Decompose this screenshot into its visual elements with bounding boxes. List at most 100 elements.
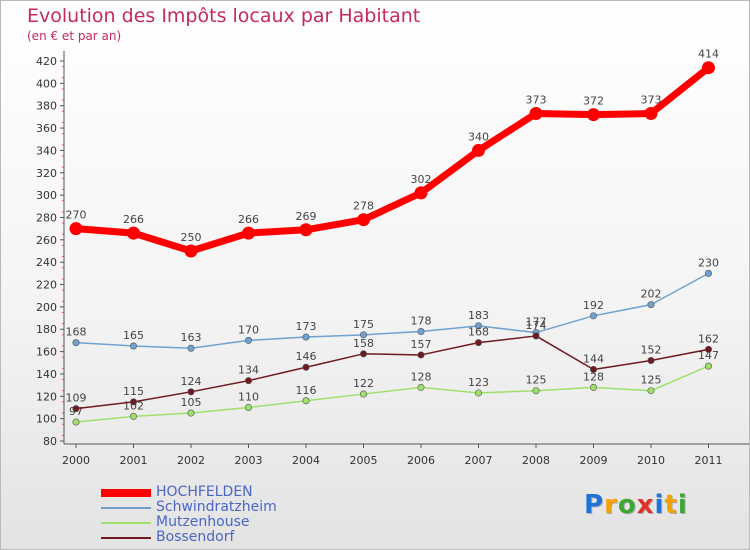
y-minor-tick <box>62 345 64 347</box>
y-minor-tick <box>62 88 64 90</box>
data-label: 372 <box>583 95 604 108</box>
data-label: 116 <box>296 384 317 397</box>
x-tick-label: 2007 <box>465 454 493 467</box>
data-point <box>359 350 367 358</box>
data-point <box>417 383 425 391</box>
data-label: 105 <box>181 396 202 409</box>
series-mutzenhouse: 97102105110116122128123125128125147 <box>69 349 719 426</box>
data-point <box>704 362 712 370</box>
y-tick-label: 340 <box>36 144 57 157</box>
y-minor-tick <box>62 211 64 213</box>
y-minor-tick <box>62 412 64 414</box>
proxiti-logo: Proxiti <box>584 490 688 520</box>
data-label: 168 <box>468 326 489 339</box>
y-tick-label: 160 <box>36 346 57 359</box>
data-point <box>474 389 482 397</box>
logo-letter: r <box>604 490 618 520</box>
data-label: 134 <box>238 364 259 377</box>
x-tick-label: 2009 <box>580 454 608 467</box>
x-tick-label: 2006 <box>407 454 435 467</box>
data-point <box>414 186 428 200</box>
x-tick-label: 2002 <box>177 454 205 467</box>
legend-label: Bossendorf <box>156 529 235 545</box>
data-label: 266 <box>238 213 259 226</box>
data-label: 269 <box>296 210 317 223</box>
y-tick-label: 240 <box>36 256 57 269</box>
logo-letter: i <box>654 490 665 520</box>
y-minor-tick <box>62 77 64 79</box>
data-point <box>529 107 543 121</box>
y-minor-tick <box>62 121 64 123</box>
y-minor-tick <box>62 311 64 313</box>
y-minor-tick <box>62 222 64 224</box>
data-label: 174 <box>526 319 547 332</box>
y-tick-label: 120 <box>36 390 57 403</box>
data-point <box>589 383 597 391</box>
y-tick-label: 200 <box>36 301 57 314</box>
series-line <box>75 335 710 410</box>
data-point <box>127 226 140 240</box>
data-point <box>702 61 715 75</box>
y-tick-label: 300 <box>36 189 57 202</box>
data-point <box>474 322 482 330</box>
data-label: 110 <box>238 390 259 403</box>
y-minor-tick <box>62 155 64 157</box>
y-tick-label: 380 <box>36 100 57 113</box>
y-minor-tick <box>62 367 64 369</box>
data-point <box>472 143 485 157</box>
y-minor-tick <box>62 423 64 425</box>
y-tick-label: 100 <box>36 413 57 426</box>
data-point <box>245 377 253 385</box>
data-point <box>647 357 655 365</box>
axes: 80 100 120 140 160 180 200 220 240 260 280 300 320 34… <box>36 51 749 467</box>
data-point <box>359 331 367 339</box>
y-minor-tick <box>62 110 64 112</box>
y-minor-tick <box>62 379 64 381</box>
data-point <box>187 409 195 417</box>
y-minor-tick <box>62 278 64 280</box>
legend-label: Mutzenhouse <box>156 514 250 530</box>
data-label: 175 <box>353 318 374 331</box>
chart-title: Evolution des Impôts locaux par Habitant <box>27 5 421 27</box>
logo-letter: t <box>664 490 678 520</box>
y-tick-label: 360 <box>36 122 57 135</box>
y-tick-label: 420 <box>36 55 57 68</box>
data-point <box>644 107 658 121</box>
y-tick-label: 280 <box>36 211 57 224</box>
data-label: 122 <box>353 377 374 390</box>
y-minor-tick <box>62 99 64 101</box>
data-label: 144 <box>583 352 604 365</box>
data-label: 157 <box>411 338 432 351</box>
data-point <box>302 333 310 341</box>
data-label: 158 <box>353 337 374 350</box>
data-label: 168 <box>66 326 87 339</box>
data-label: 270 <box>66 209 87 222</box>
data-label: 373 <box>641 94 662 107</box>
x-tick-label: 2004 <box>292 454 320 467</box>
data-label: 162 <box>698 332 719 345</box>
data-point <box>532 387 540 395</box>
data-label: 278 <box>353 200 374 213</box>
data-point <box>589 312 597 320</box>
data-label: 109 <box>66 392 87 405</box>
data-point <box>242 226 255 240</box>
data-point <box>72 418 80 426</box>
data-point <box>184 244 198 258</box>
data-point <box>187 388 195 396</box>
x-tick-label: 2005 <box>350 454 378 467</box>
x-tick-label: 2011 <box>695 454 723 467</box>
data-label: 340 <box>468 130 489 143</box>
legend-label: HOCHFELDEN <box>156 484 253 500</box>
data-point <box>245 336 253 344</box>
data-label: 178 <box>411 314 432 327</box>
data-label: 230 <box>698 256 719 269</box>
data-point <box>245 403 253 411</box>
data-point <box>704 345 712 353</box>
legend: HOCHFELDEN Schwindratzheim Mutzenhouse Boss… <box>101 484 361 545</box>
y-minor-tick <box>62 256 64 258</box>
data-label: 152 <box>641 344 662 357</box>
data-label: 146 <box>296 350 317 363</box>
data-label: 173 <box>296 320 317 333</box>
y-minor-tick <box>62 334 64 336</box>
